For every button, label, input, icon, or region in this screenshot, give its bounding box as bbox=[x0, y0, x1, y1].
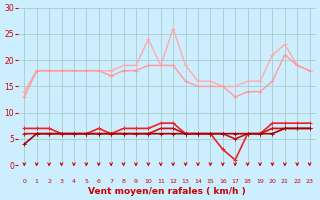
X-axis label: Vent moyen/en rafales ( km/h ): Vent moyen/en rafales ( km/h ) bbox=[88, 187, 246, 196]
